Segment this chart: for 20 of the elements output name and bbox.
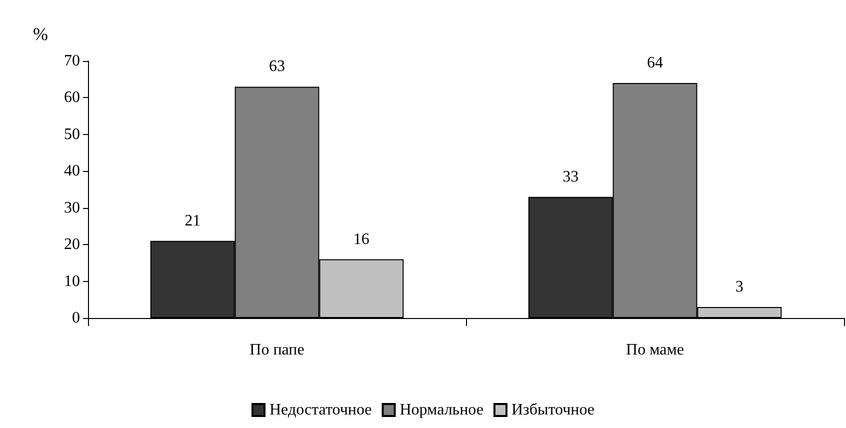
data-label: 3 — [735, 278, 744, 296]
data-label: 63 — [269, 58, 285, 76]
legend-label: Нормальное — [400, 402, 484, 418]
y-tick-label: 20 — [64, 236, 80, 254]
data-label: 64 — [647, 54, 663, 72]
legend-label: Недостаточное — [270, 402, 372, 418]
legend-label: Избыточное — [511, 402, 594, 418]
y-tick-label: 50 — [64, 126, 80, 143]
y-tick-label: 0 — [72, 310, 80, 326]
y-tick-label: 30 — [64, 199, 80, 216]
data-label: 16 — [353, 230, 370, 248]
y-tick-label: 40 — [64, 162, 80, 180]
y-tick-label: 70 — [64, 52, 80, 70]
x-tick-label: По маме — [626, 342, 684, 358]
y-axis-title: % — [33, 24, 48, 44]
y-tick-label: 60 — [64, 89, 80, 106]
data-label: 21 — [184, 212, 201, 230]
data-label: 33 — [562, 168, 579, 186]
y-tick-label: 10 — [64, 272, 80, 290]
x-tick-label: По папе — [250, 342, 304, 358]
